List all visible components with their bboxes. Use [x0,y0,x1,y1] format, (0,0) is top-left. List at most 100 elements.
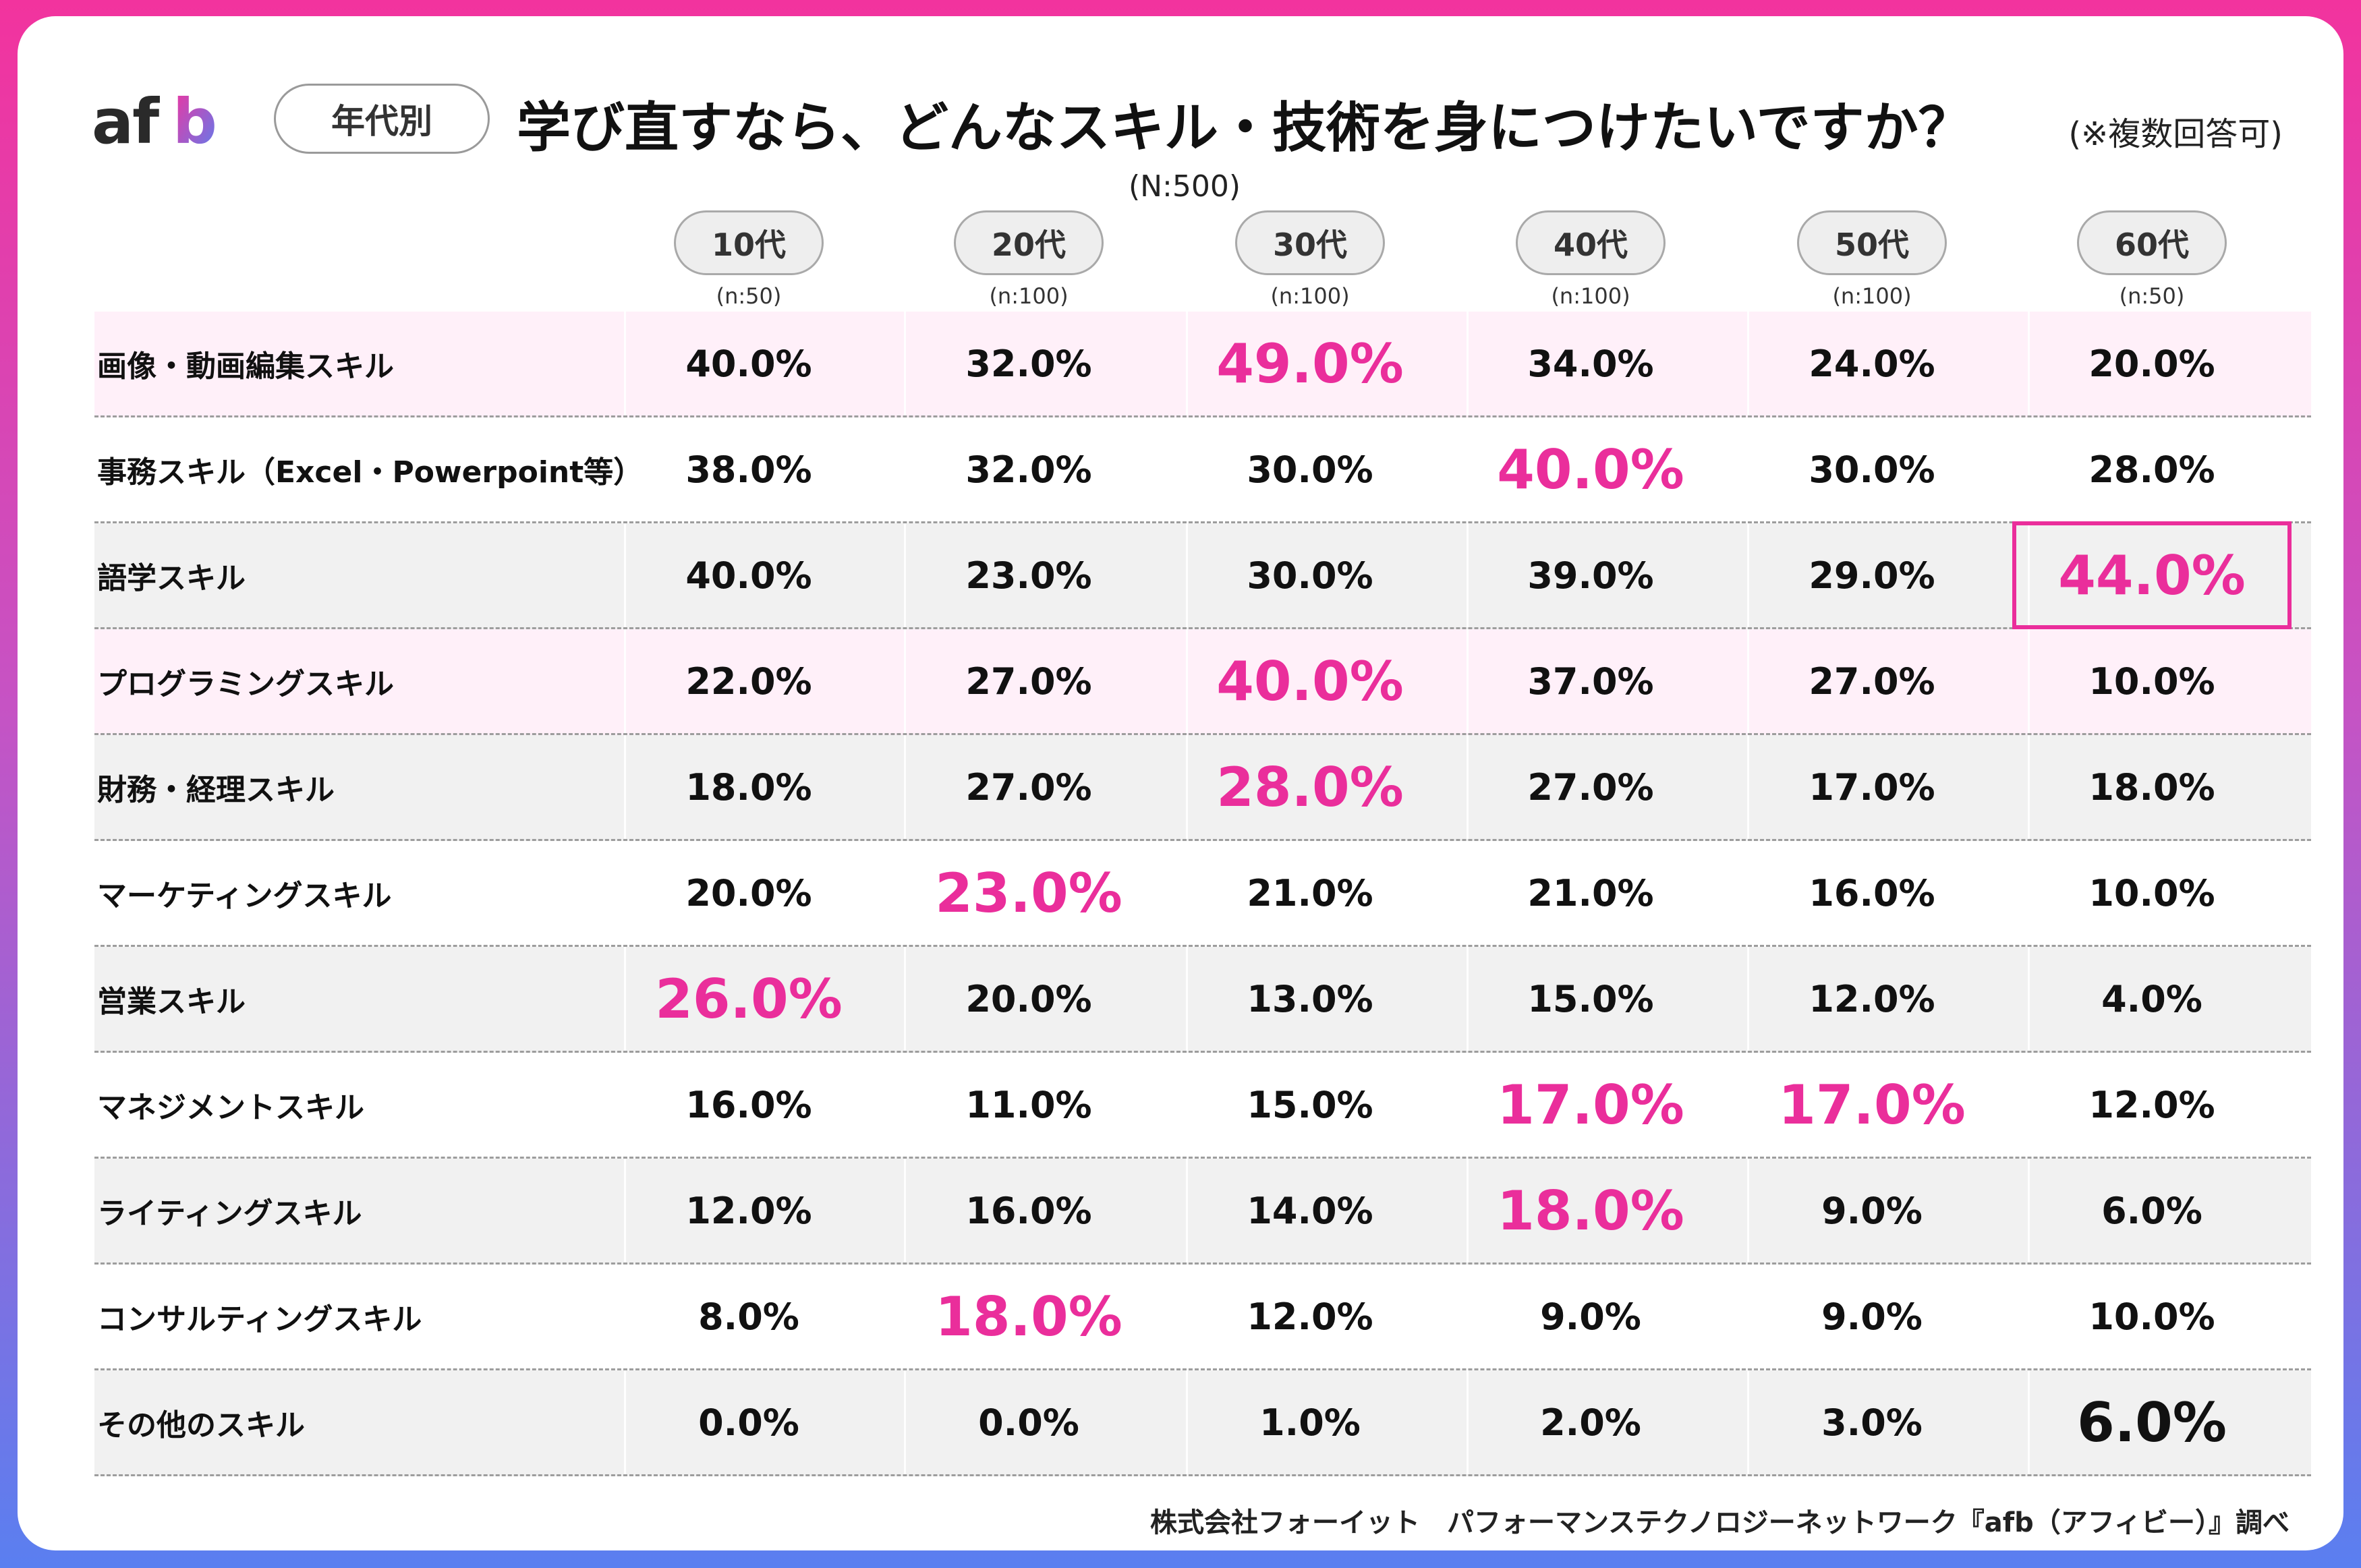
table-cell: 30.0% [1809,448,1935,491]
table-cell: 17.0% [1497,1073,1684,1136]
column-separator [1186,1159,1188,1262]
table-cell: 18.0% [1497,1179,1684,1242]
column-header-pill: 60代 [2077,210,2227,275]
table-row: マネジメントスキル 16.0% 11.0% 15.0% 17.0% 17.0% 12.0% [94,1053,2311,1159]
logo-letters-af: af [92,86,160,158]
table-cell: 27.0% [1809,660,1935,703]
table-row: その他のスキル 0.0% 0.0% 1.0% 2.0% 3.0% 6.0% [94,1370,2311,1476]
row-label: 事務スキル（Excel・Powerpoint等） [97,455,644,490]
table-cell: 21.0% [1247,871,1373,914]
row-label: コンサルティングスキル [97,1302,422,1337]
column-separator [2028,735,2030,839]
table-cell: 29.0% [1809,554,1935,597]
column-separator [624,312,626,415]
column-separator [2028,417,2030,521]
table-cell: 30.0% [1247,554,1373,597]
column-separator [1467,523,1469,627]
column-separator [1747,1159,1749,1262]
row-label: 営業スキル [97,985,246,1019]
table-cell: 26.0% [655,967,843,1030]
column-separator [904,1159,906,1262]
table-cell: 18.0% [2088,765,2215,809]
column-separator [904,629,906,733]
table-cell: 24.0% [1809,342,1935,385]
column-separator [2028,523,2030,627]
chart-title: 学び直すなら、どんなスキル・技術を身につけたいですか？ [517,96,1972,159]
table-cell: 0.0% [978,1401,1079,1444]
row-label: マーケティングスキル [97,879,392,913]
table-cell: 14.0% [1247,1189,1373,1232]
column-separator [1747,947,1749,1051]
table-cell: 20.0% [685,871,812,914]
column-separator [1186,1265,1188,1368]
content-card: af b 年代別 学び直すなら、どんなスキル・技術を身につけたいですか？ (※複… [18,16,2343,1550]
row-label: プログラミングスキル [97,667,394,701]
table-cell: 9.0% [1821,1189,1923,1232]
table-cell: 20.0% [965,977,1092,1020]
column-separator [904,523,906,627]
column-separator [1747,312,1749,415]
column-separator [1186,417,1188,521]
table-cell: 27.0% [965,765,1092,809]
table-row: 営業スキル 26.0% 20.0% 13.0% 15.0% 12.0% 4.0% [94,947,2311,1053]
table-cell: 1.0% [1259,1401,1361,1444]
table-cell: 18.0% [935,1285,1122,1348]
column-header-pill: 50代 [1797,210,1947,275]
column-header-pill: 30代 [1235,210,1385,275]
column-separator [2028,1159,2030,1262]
column-separator [2028,1265,2030,1368]
table-cell: 12.0% [1809,977,1935,1020]
table-cell: 27.0% [965,660,1092,703]
table-cell: 40.0% [1497,438,1684,501]
column-separator [624,947,626,1051]
column-separator [2028,947,2030,1051]
column-separator [1186,629,1188,733]
table-cell: 15.0% [1247,1083,1373,1126]
column-sample-size: (n:50) [2119,283,2185,309]
table-cell: 22.0% [685,660,812,703]
column-separator [904,417,906,521]
table-cell: 21.0% [1527,871,1654,914]
column-separator [904,841,906,945]
table-cell: 20.0% [2088,342,2215,385]
column-separator [904,735,906,839]
column-separator [1186,1370,1188,1474]
column-sample-size: (n:100) [989,283,1069,309]
table-cell: 10.0% [2088,1295,2215,1338]
table-cell: 37.0% [1527,660,1654,703]
column-separator [1186,947,1188,1051]
row-label: その他のスキル [97,1408,305,1443]
column-sample-size: (n:100) [1551,283,1630,309]
table-cell: 16.0% [685,1083,812,1126]
column-separator [1186,312,1188,415]
table-cell: 9.0% [1540,1295,1641,1338]
table-cell: 0.0% [698,1401,799,1444]
afb-logo: af b [92,86,217,158]
row-label: マネジメントスキル [97,1091,364,1125]
table-cell: 16.0% [965,1189,1092,1232]
table-cell: 18.0% [685,765,812,809]
column-header-pill: 20代 [954,210,1104,275]
source-credit: 株式会社フォーイット パフォーマンステクノロジーネットワーク『afb（アフィビー… [1149,1507,2289,1538]
table-cell: 3.0% [1821,1401,1923,1444]
table-cell: 4.0% [2101,977,2202,1020]
table-cell: 38.0% [685,448,812,491]
column-sample-size: (n:100) [1832,283,1912,309]
column-separator [1467,1370,1469,1474]
column-header-pill: 10代 [674,210,824,275]
column-separator [1747,841,1749,945]
column-separator [1747,1370,1749,1474]
table-cell: 32.0% [965,342,1092,385]
table-row: 事務スキル（Excel・Powerpoint等） 38.0% 32.0% 30.0% 4… [94,417,2311,523]
column-separator [624,1265,626,1368]
table-cell: 12.0% [1247,1295,1373,1338]
column-separator [1467,841,1469,945]
column-separator [2028,1370,2030,1474]
column-separator [624,841,626,945]
table-cell: 16.0% [1809,871,1935,914]
table-cell: 23.0% [965,554,1092,597]
table-cell: 49.0% [1216,332,1404,395]
column-separator [624,523,626,627]
table-cell: 39.0% [1527,554,1654,597]
